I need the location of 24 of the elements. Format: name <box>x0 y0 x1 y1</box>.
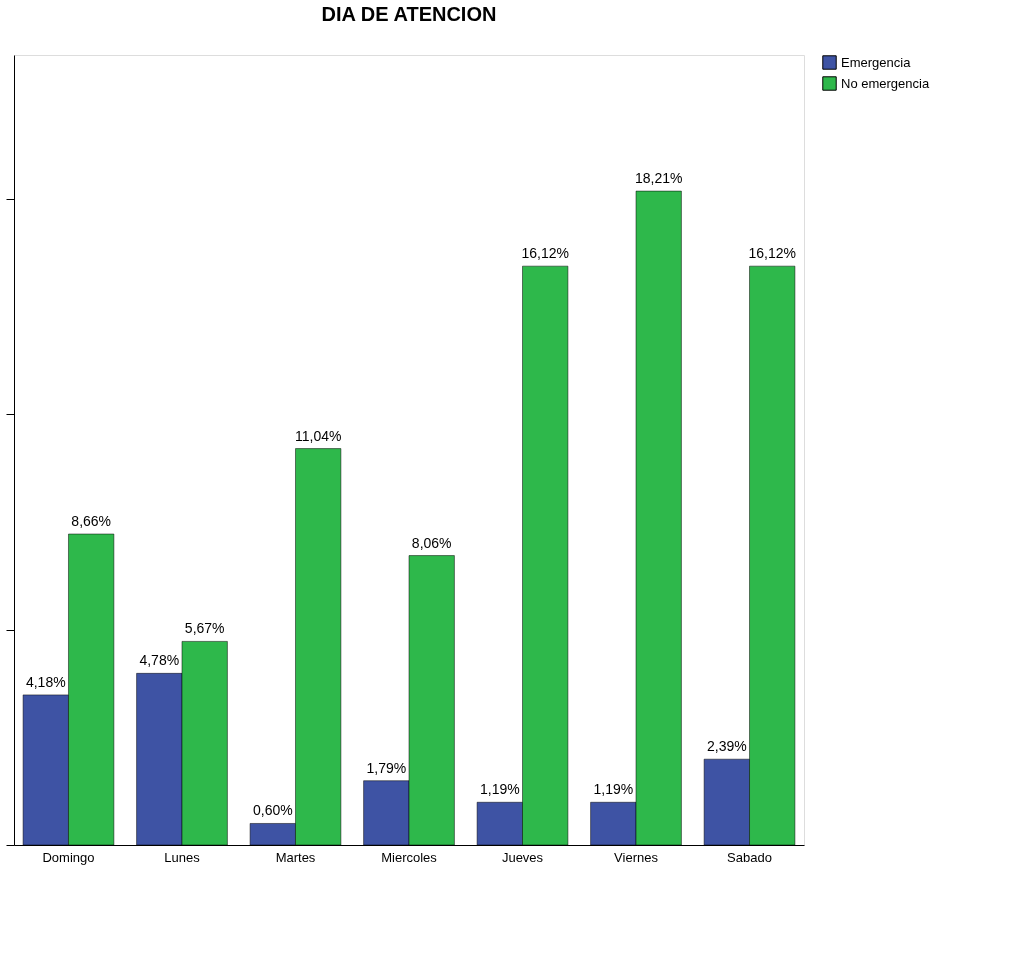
data-label: 18,21% <box>634 170 683 187</box>
data-label: 0,60% <box>252 802 293 819</box>
x-tick-label: Miercoles <box>381 849 438 865</box>
data-label: 16,12% <box>521 245 569 262</box>
x-tick-label: Viernes <box>614 849 659 865</box>
x-tick-label: Jueves <box>501 849 544 865</box>
chart-title: DIA DE ATENCION <box>321 3 497 25</box>
data-label: 4,78% <box>139 652 180 669</box>
legend-label: Emergencia <box>841 54 912 70</box>
x-tick-label: Martes <box>275 849 316 865</box>
data-label: 16,12% <box>748 245 796 262</box>
data-label: 1,19% <box>479 781 520 798</box>
data-label: 8,06% <box>411 534 452 551</box>
data-label: 2,39% <box>706 738 747 755</box>
data-label: 1,79% <box>366 759 407 776</box>
data-label: 11,04% <box>294 427 342 444</box>
x-tick-label: Sabado <box>727 849 772 865</box>
legend-label: No emergencia <box>841 75 930 91</box>
data-label: 1,19% <box>593 781 634 798</box>
x-tick-label: Domingo <box>42 849 95 865</box>
data-label: 8,66% <box>71 513 112 530</box>
x-tick-label: Lunes <box>164 849 201 865</box>
data-label: 5,67% <box>184 620 225 637</box>
data-label: 4,18% <box>25 673 66 690</box>
